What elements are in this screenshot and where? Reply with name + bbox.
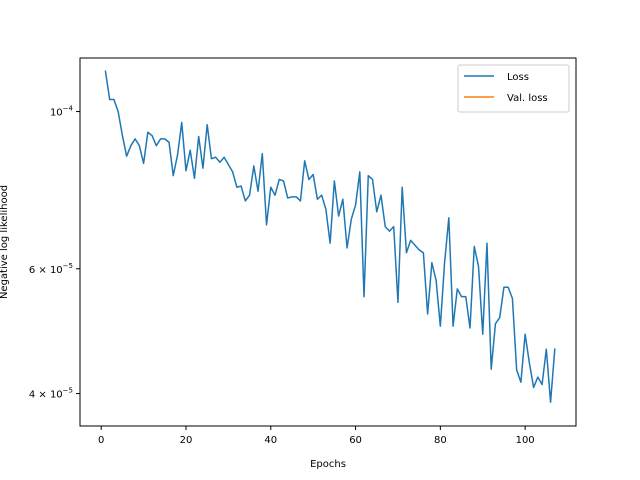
y-tick-label: 6 × 10−5 (29, 262, 73, 276)
y-axis-label: Negative log likelihood (0, 185, 10, 299)
legend-label-loss: Loss (507, 72, 529, 83)
series-line-0 (104, 70, 556, 403)
x-tick-label: 0 (98, 435, 104, 446)
x-tick-label: 20 (180, 435, 193, 446)
axes-frame (79, 57, 577, 427)
x-tick-label: 80 (434, 435, 447, 446)
x-axis-label: Epochs (310, 459, 346, 470)
x-tick-label: 60 (349, 435, 362, 446)
x-tick-label: 100 (516, 435, 535, 446)
x-axis-ticks: 0 20 40 60 80 100 (98, 426, 535, 446)
legend-label-val-loss: Val. loss (507, 93, 548, 104)
legend: Loss Val. loss (457, 64, 570, 113)
x-tick-label: 40 (264, 435, 277, 446)
y-tick-label: 4 × 10−5 (29, 387, 73, 401)
y-axis-ticks: 10−4 6 × 10−5 4 × 10−5 (29, 105, 80, 401)
series-layer (104, 70, 556, 403)
y-tick-label: 10−4 (50, 105, 74, 119)
